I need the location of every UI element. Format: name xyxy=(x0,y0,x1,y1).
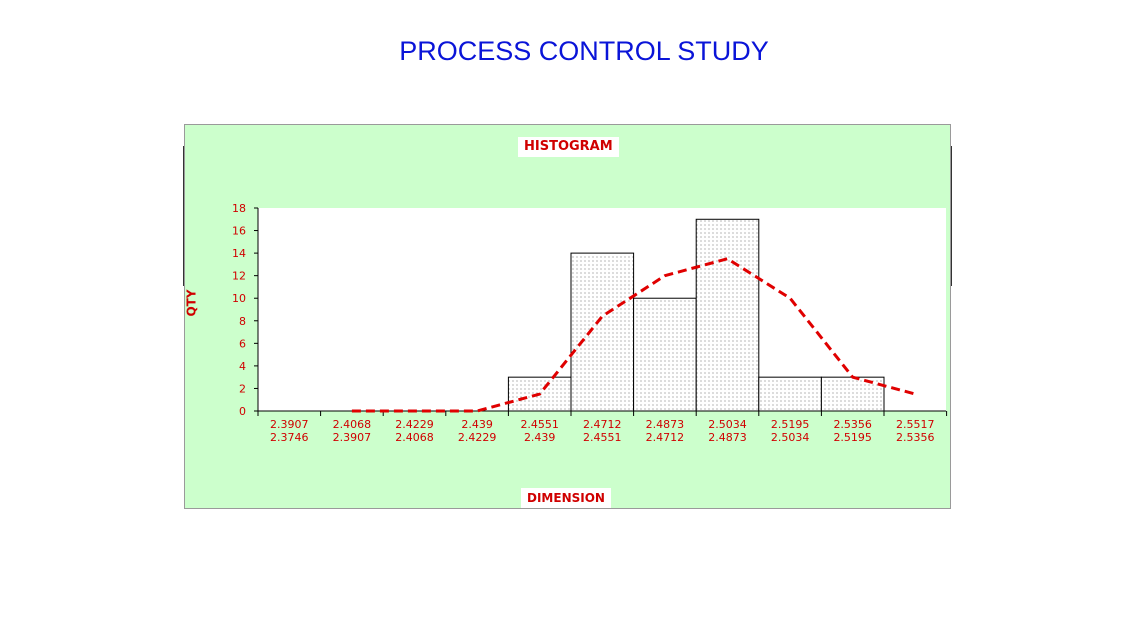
curve-group xyxy=(351,257,916,413)
left-border-line xyxy=(183,146,184,286)
x-tick-label-lower: 2.3907 xyxy=(333,431,372,444)
x-tick-label-upper: 2.4068 xyxy=(333,418,372,431)
x-tick-label-lower: 2.5356 xyxy=(896,431,935,444)
chart-title: HISTOGRAM xyxy=(518,137,619,157)
x-tick-label-lower: 2.4712 xyxy=(646,431,685,444)
y-tick-label: 4 xyxy=(239,360,246,373)
x-tick-label-lower: 2.5195 xyxy=(833,431,872,444)
x-tick-label-lower: 2.3746 xyxy=(270,431,309,444)
x-tick-label-upper: 2.5517 xyxy=(896,418,935,431)
x-tick-label-lower: 2.4229 xyxy=(458,431,497,444)
y-tick-label: 14 xyxy=(232,247,246,260)
x-tick-label-lower: 2.4551 xyxy=(583,431,622,444)
histogram-bar-7 xyxy=(695,218,760,412)
normal-curve-line xyxy=(351,257,916,413)
y-tick-label: 6 xyxy=(239,337,246,350)
x-tick-label-upper: 2.5034 xyxy=(708,418,747,431)
x-tick-label-upper: 2.3907 xyxy=(270,418,309,431)
y-tick-label: 10 xyxy=(232,292,246,305)
x-tick-label-lower: 2.5034 xyxy=(771,431,810,444)
labels-group: 0246810121416182.39072.37462.40682.39072… xyxy=(232,202,935,444)
histogram-bar-8 xyxy=(758,376,822,412)
histogram-bar-9 xyxy=(820,376,885,412)
x-tick-label-upper: 2.5195 xyxy=(771,418,810,431)
histogram-bar-6 xyxy=(633,297,697,412)
page-title: PROCESS CONTROL STUDY xyxy=(399,36,769,66)
y-tick-label: 2 xyxy=(239,382,246,395)
x-tick-label-upper: 2.4229 xyxy=(395,418,434,431)
x-tick-label-upper: 2.4551 xyxy=(520,418,559,431)
y-tick-label: 8 xyxy=(239,315,246,328)
x-tick-label-upper: 2.4873 xyxy=(646,418,685,431)
x-tick-label-lower: 2.4068 xyxy=(395,431,434,444)
x-tick-label-upper: 2.5356 xyxy=(833,418,872,431)
histogram-bar-5 xyxy=(570,252,635,412)
x-tick-label-upper: 2.439 xyxy=(461,418,493,431)
y-tick-label: 12 xyxy=(232,270,246,283)
y-tick-label: 16 xyxy=(232,225,246,238)
right-border-line xyxy=(951,146,952,286)
x-tick-label-lower: 2.4873 xyxy=(708,431,747,444)
x-tick-label-lower: 2.439 xyxy=(524,431,556,444)
x-tick-label-upper: 2.4712 xyxy=(583,418,622,431)
y-tick-label: 18 xyxy=(232,202,246,215)
x-axis-title: DIMENSION xyxy=(521,488,611,508)
bars-group xyxy=(507,218,885,412)
y-tick-label: 0 xyxy=(239,405,246,418)
